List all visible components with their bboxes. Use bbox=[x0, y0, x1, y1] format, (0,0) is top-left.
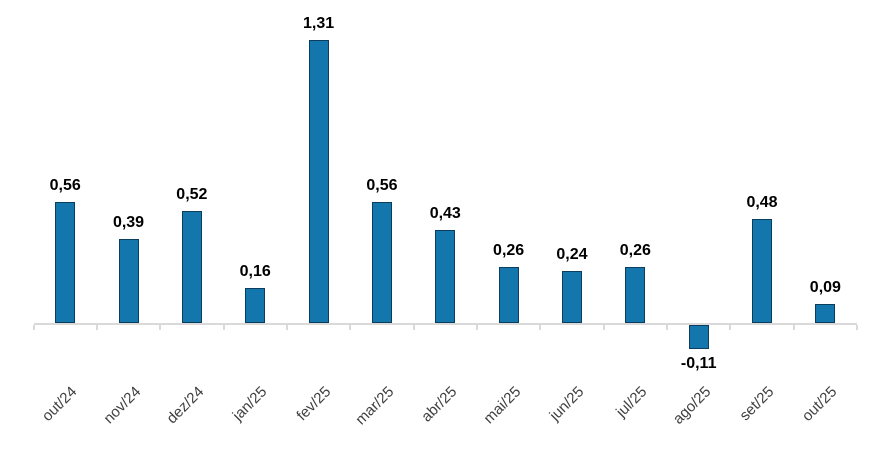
x-axis-tick bbox=[856, 325, 859, 330]
x-axis-tick bbox=[729, 325, 732, 330]
bar bbox=[55, 202, 76, 323]
bar-value-label: 0,09 bbox=[809, 279, 841, 296]
x-axis-tick-label: nov/24 bbox=[99, 383, 144, 428]
x-axis-tick bbox=[349, 325, 352, 330]
bar bbox=[435, 230, 456, 323]
bar bbox=[815, 304, 836, 323]
x-axis-tick-label: set/25 bbox=[736, 383, 778, 425]
bar-value-label: 0,16 bbox=[239, 263, 271, 280]
bar-value-label: 0,56 bbox=[49, 177, 81, 194]
bar bbox=[245, 288, 266, 323]
x-axis-tick-label: fev/25 bbox=[292, 383, 334, 425]
x-axis-tick-label: dez/24 bbox=[163, 383, 208, 428]
bar-value-label: 0,26 bbox=[619, 242, 651, 259]
bar-value-label: -0,11 bbox=[680, 355, 717, 372]
x-axis-tick bbox=[475, 325, 478, 330]
bar-value-label: 0,26 bbox=[493, 242, 525, 259]
bar bbox=[181, 211, 202, 323]
x-axis-tick bbox=[159, 325, 162, 330]
x-axis-tick-label: mar/25 bbox=[352, 383, 398, 429]
x-axis-tick bbox=[222, 325, 225, 330]
x-axis-tick bbox=[95, 325, 98, 330]
x-axis-tick-label: abr/25 bbox=[418, 383, 461, 426]
x-axis-tick-label: jan/25 bbox=[229, 383, 271, 425]
bar bbox=[752, 219, 773, 323]
x-axis-tick-label: ago/25 bbox=[669, 383, 714, 428]
x-axis-tick-label: jun/25 bbox=[546, 383, 588, 425]
bar-value-label: 0,39 bbox=[112, 214, 145, 231]
bar-value-label: 0,56 bbox=[366, 177, 398, 194]
bar bbox=[118, 239, 139, 323]
x-axis-tick bbox=[539, 325, 542, 330]
bar-value-label: 0,48 bbox=[746, 194, 778, 211]
x-axis-tick-label: mai/25 bbox=[480, 383, 524, 428]
x-axis-line bbox=[33, 323, 858, 325]
x-axis-tick bbox=[412, 325, 415, 330]
x-axis-tick bbox=[792, 325, 795, 330]
bar bbox=[371, 202, 392, 323]
x-axis-tick-label: out/24 bbox=[38, 383, 81, 425]
bar bbox=[688, 325, 709, 349]
bar-value-label: 1,31 bbox=[302, 15, 335, 32]
bar bbox=[625, 267, 646, 323]
bar-value-label: 0,24 bbox=[556, 246, 588, 263]
x-axis-tick-label: jul/25 bbox=[613, 383, 651, 421]
x-axis-tick bbox=[602, 325, 605, 330]
x-axis-tick bbox=[285, 325, 288, 330]
bar bbox=[561, 271, 582, 323]
bar-value-label: 0,43 bbox=[429, 205, 461, 222]
bar bbox=[308, 40, 329, 323]
x-axis-tick bbox=[32, 325, 35, 330]
x-axis-tick bbox=[666, 325, 668, 330]
bar-value-label: 0,52 bbox=[176, 186, 208, 203]
x-axis-tick-label: out/25 bbox=[799, 383, 841, 425]
bar bbox=[498, 267, 519, 323]
